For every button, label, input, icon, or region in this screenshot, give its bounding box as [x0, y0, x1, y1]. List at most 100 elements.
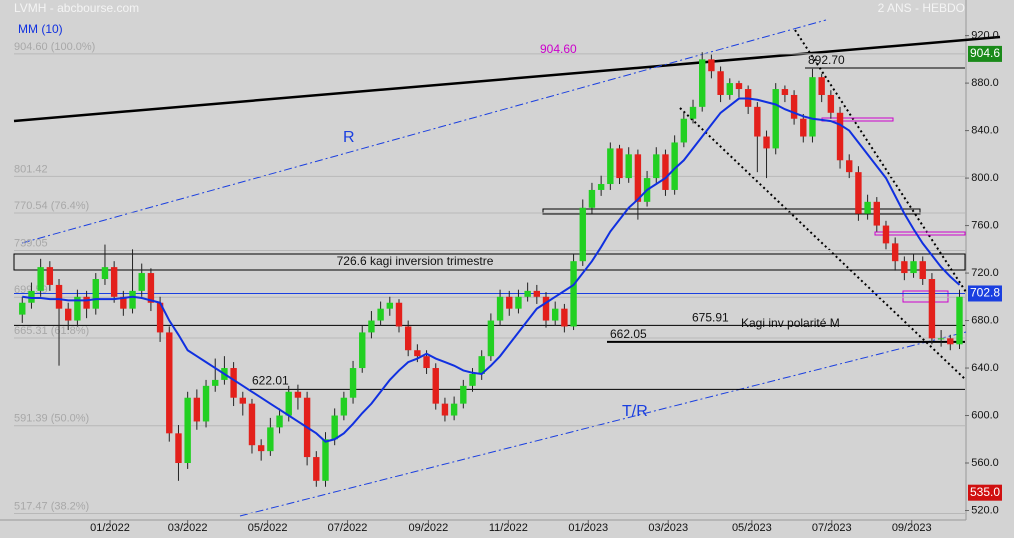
- candle-body: [313, 457, 320, 481]
- candle-body: [101, 267, 109, 279]
- candle-body: [450, 403, 458, 416]
- y-tick-label: 760.0: [971, 219, 999, 231]
- candle-body: [855, 172, 862, 214]
- x-tick-label: 07/2023: [812, 522, 852, 534]
- candle-body: [46, 267, 54, 285]
- candle-body: [404, 326, 412, 351]
- y-tick-label: 920.0: [971, 30, 999, 42]
- fib-label: 517.47 (38.2%): [14, 500, 89, 512]
- y-tick-label: 720.0: [971, 267, 999, 279]
- channel-line: [21, 19, 827, 244]
- x-tick-label: 03/2023: [648, 522, 688, 534]
- candle-body: [28, 290, 35, 303]
- candle-body: [212, 379, 219, 386]
- candle-body: [579, 207, 586, 262]
- candle-body: [496, 296, 504, 321]
- candle-body: [138, 273, 145, 291]
- level-label: 892.70: [808, 53, 845, 67]
- level-label: 675.91: [692, 311, 729, 325]
- candle-body: [423, 356, 430, 369]
- candle-body: [689, 106, 697, 119]
- kagi-box: [13, 253, 966, 271]
- candle-body: [267, 427, 274, 452]
- candle-body: [156, 302, 164, 333]
- chart-subtitle: 2 ANS - HEBDO: [878, 1, 965, 15]
- fib-label: 665.31 (61.8%): [14, 325, 89, 337]
- candle-body: [147, 273, 155, 303]
- drawings: [13, 19, 1001, 517]
- candle-body: [653, 154, 660, 179]
- fib-label: 739.05: [14, 237, 48, 249]
- candle-body: [708, 59, 715, 72]
- candle-body: [276, 415, 283, 428]
- x-tick-label: 03/2022: [168, 522, 208, 534]
- candle-body: [202, 385, 210, 422]
- candle-body: [634, 154, 642, 202]
- candle-body: [956, 296, 963, 345]
- candle-body: [368, 320, 375, 333]
- candle-body: [65, 308, 72, 321]
- candle-body: [597, 184, 605, 190]
- candle-body: [524, 290, 531, 297]
- candle-body: [193, 397, 201, 422]
- candle-body: [891, 243, 899, 262]
- candle-body: [846, 160, 853, 173]
- candle-body: [671, 142, 678, 190]
- annotation: R: [343, 129, 355, 146]
- annotation: 726.6 kagi inversion trimestre: [337, 254, 494, 268]
- x-tick-label: 01/2023: [568, 522, 608, 534]
- candle-body: [662, 154, 669, 190]
- price-tag: [968, 45, 1002, 62]
- candle-body: [561, 308, 568, 327]
- candle-body: [184, 397, 191, 464]
- candle-body: [533, 290, 541, 297]
- candle-body: [432, 368, 439, 404]
- fib-label: 770.54 (76.4%): [14, 200, 89, 212]
- candle-body: [809, 77, 816, 137]
- zone-box: [902, 290, 949, 303]
- candle-body: [800, 118, 807, 137]
- candle-body: [340, 397, 348, 416]
- candle-body: [37, 267, 44, 291]
- candle-body: [331, 415, 338, 440]
- candle-body: [120, 296, 127, 309]
- y-tick-label: 560.0: [971, 457, 999, 469]
- candle-body: [285, 391, 292, 416]
- candle-body: [607, 148, 614, 185]
- candle-body: [873, 201, 880, 226]
- candle-body: [129, 290, 136, 309]
- candle-body: [359, 332, 366, 369]
- dotted-line: [794, 29, 967, 293]
- candle-body: [570, 261, 577, 327]
- candle-body: [864, 201, 871, 214]
- fib-label: 591.39 (50.0%): [14, 413, 89, 425]
- high-label: 904.60: [540, 42, 577, 56]
- candle-body: [551, 308, 559, 321]
- y-tick-label: 840.0: [971, 124, 999, 136]
- fib-label: 801.42: [14, 163, 48, 175]
- candle-body: [487, 320, 495, 357]
- price-tag-label: 535.0: [970, 485, 1000, 499]
- candle-body: [294, 391, 302, 398]
- zone-box: [542, 208, 921, 215]
- candle-body: [542, 296, 550, 321]
- candle-body: [882, 225, 890, 244]
- price-tag: [968, 285, 1002, 302]
- candle-body: [726, 83, 733, 95]
- channel-line: [239, 331, 967, 517]
- price-tag-label: 702.8: [970, 286, 1000, 300]
- ma-line: [22, 97, 961, 443]
- candle-body: [937, 338, 945, 340]
- dotted-line: [679, 107, 967, 381]
- candle-body: [818, 77, 825, 95]
- candle-body: [92, 278, 99, 309]
- candle-body: [469, 373, 476, 386]
- candle-body: [772, 89, 779, 149]
- candle-body: [460, 385, 467, 404]
- candle-body: [754, 106, 761, 137]
- candle-body: [239, 397, 246, 404]
- candle-body: [901, 261, 908, 274]
